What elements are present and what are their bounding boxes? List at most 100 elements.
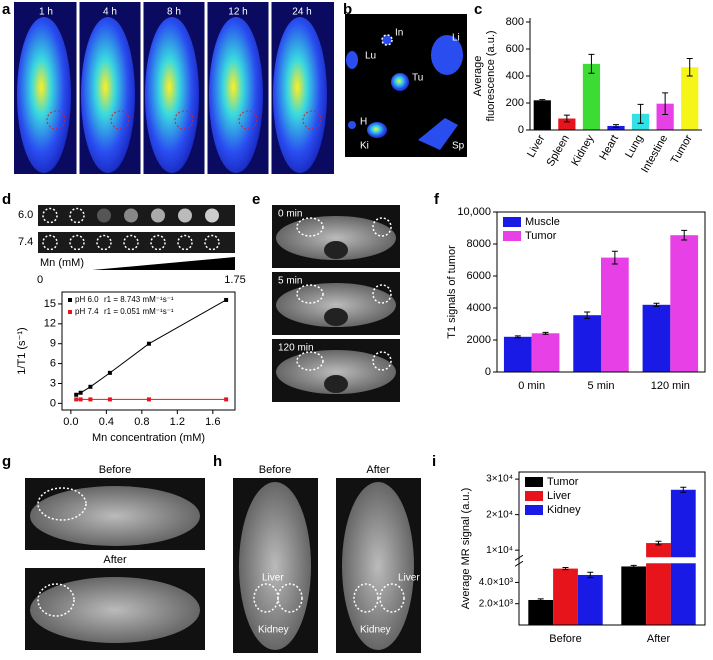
y-tick-label: 2000 [467,334,491,346]
range-label: 1.75 [224,274,245,286]
legend-label: pH 6.0 [75,295,99,304]
legend-label: pH 7.4 [75,307,99,316]
error-bar [587,571,594,579]
y-tick-label: 0 [485,366,491,378]
error-bar [653,302,660,307]
data-point [74,397,79,402]
y-tick-label: 4.0×10³ [479,577,514,588]
mri-body [30,577,200,643]
bar [531,333,560,372]
panel-e-images: 0 min 5 min 120 min [272,205,400,402]
y-tick-label: 12 [44,318,56,330]
bar [503,336,532,372]
panel-label: f [434,191,440,208]
error-bar [681,229,688,241]
error-bar [542,331,549,335]
data-point [146,341,151,346]
bar [656,103,674,130]
y-tick-label: 6000 [467,270,491,282]
axis-break-mark [514,554,524,567]
y-tick-label: 2.0×10³ [479,598,514,609]
bar [601,257,629,372]
bar [533,100,551,130]
panel-label: g [2,453,11,470]
phantom-row [38,232,235,253]
y-tick-label: 0 [50,397,56,409]
x-tick-label: Tumor [669,133,695,166]
legend-swatch [503,231,521,241]
error-bar [655,540,662,546]
mouse-image [81,17,135,173]
mri-image [272,205,400,268]
image-label: 0 min [278,209,302,220]
y-axis-label: Average [472,56,484,97]
organ-annotation: Kidney [258,625,289,636]
x-tick-label: Kidney [569,133,596,169]
row-label: 7.4 [18,236,33,248]
image-label: Before [259,464,291,476]
image-label: After [366,464,390,476]
mri-body [342,482,414,650]
legend-label: Liver [547,490,571,502]
axis-break [520,557,704,564]
panel-label: e [252,191,260,208]
y-axis-label: fluorescence (a.u.) [485,30,497,121]
plot-frame [518,471,706,626]
bar [528,599,554,625]
bar [573,315,601,372]
error-bar [562,567,569,571]
legend-label: Muscle [525,216,560,228]
bar [646,543,671,625]
organ-label: Sp [452,141,465,152]
error-bar [613,124,619,128]
bar [553,568,578,625]
axis-label: Mn (mM) [40,257,84,269]
x-tick-label: Spleen [544,133,572,169]
x-tick-label: 0.0 [63,416,78,428]
y-tick-label: 800 [506,16,524,28]
panel-label: a [2,1,11,18]
phantom-wells [42,207,220,251]
error-bar [630,564,637,569]
y-tick-label: 8000 [467,238,491,250]
error-bar [680,486,687,493]
plot-frame [61,291,236,411]
data-point [224,397,229,402]
organ-label: Lu [365,51,376,62]
organ-label: In [395,28,403,39]
y-axis-label: T1 signals of tumor [446,245,458,339]
y-tick-label: 4000 [467,302,491,314]
error-bar [563,114,570,123]
image-label: 4 h [103,7,117,18]
mouse-image [273,17,327,173]
bar [582,63,601,130]
y-tick-label: 0 [518,124,524,136]
y-axis-label: Average MR signal (a.u.) [460,488,472,609]
organ-annotation: Liver [262,573,284,584]
legend-swatch [525,505,543,515]
data-point [88,384,93,389]
y-tick-label: 1×10⁴ [486,545,513,556]
bar [681,67,699,130]
bar [558,118,576,130]
data-point [107,370,112,375]
data-point [88,397,93,402]
legend-swatch [525,491,543,501]
range-label: 0 [37,274,43,286]
image-label: After [103,554,127,566]
y-tick-label: 400 [506,70,524,82]
x-tick-label: 0 min [518,380,545,392]
error-bar [584,311,591,319]
error-bar [611,250,618,265]
x-tick-label: Before [549,633,581,645]
row-label: 6.0 [18,209,33,221]
organ-label: Ki [360,141,369,152]
panel-label: d [2,191,11,208]
image-label: 1 h [39,7,53,18]
mri-image [272,339,400,402]
y-tick-label: 600 [506,43,524,55]
image-label: 24 h [292,7,311,18]
organ-label: Tu [412,73,423,84]
legend-detail: r1 = 8.743 mM⁻¹s⁻¹ [104,295,174,304]
